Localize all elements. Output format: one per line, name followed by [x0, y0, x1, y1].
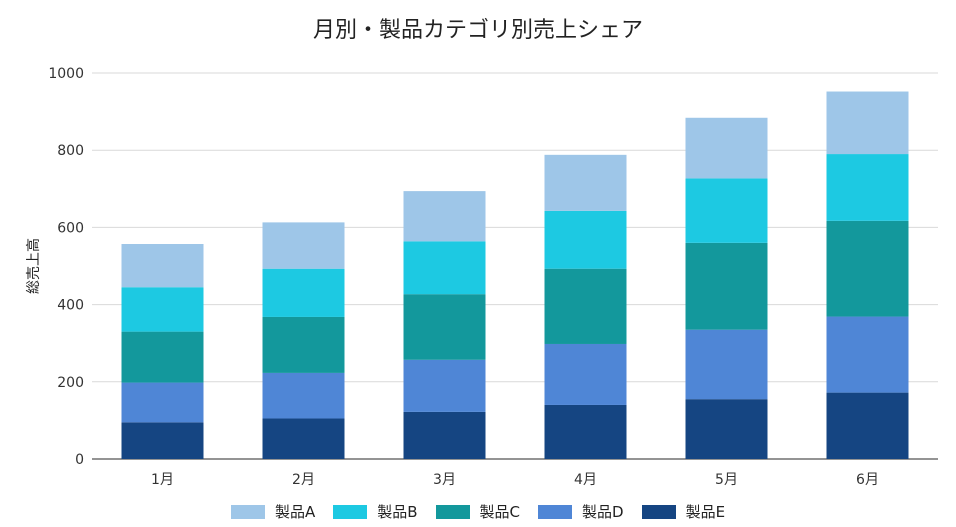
bar-segment-製品E-2月 — [262, 418, 345, 459]
legend-swatch — [538, 504, 572, 519]
y-tick-label: 400 — [57, 298, 84, 314]
bar-segment-製品C-3月 — [403, 294, 486, 360]
legend-label: 製品C — [479, 503, 520, 521]
legend-item: 製品D — [538, 501, 624, 522]
bar-segment-製品A-4月 — [544, 154, 627, 211]
bar-segment-製品D-5月 — [685, 329, 768, 400]
chart-title: 月別・製品カテゴリ別売上シェア — [312, 18, 643, 43]
bar-segment-製品A-3月 — [403, 191, 486, 242]
legend: 製品A 製品B 製品C 製品D 製品E — [0, 501, 956, 522]
legend-swatch — [230, 504, 265, 519]
bar-segment-製品B-1月 — [121, 287, 204, 332]
bar-segment-製品D-3月 — [403, 359, 486, 412]
bar-segment-製品E-3月 — [403, 411, 486, 459]
bar-segment-製品A-2月 — [262, 222, 345, 269]
bar-segment-製品D-4月 — [544, 343, 627, 405]
legend-label: 製品A — [274, 503, 316, 521]
legend-item: 製品E — [641, 501, 726, 522]
bar-segment-製品E-5月 — [685, 399, 768, 459]
bar-segment-製品C-4月 — [544, 268, 627, 344]
bar-segment-製品C-6月 — [826, 220, 909, 317]
x-tick-label: 1月 — [151, 472, 174, 488]
y-axis-label: 総売上高 — [25, 238, 42, 294]
bar-segment-製品D-6月 — [826, 316, 909, 393]
legend-label: 製品D — [582, 503, 624, 521]
legend-swatch — [435, 504, 470, 519]
bar-segment-製品A-5月 — [685, 117, 768, 179]
legend-item: 製品A — [230, 501, 316, 522]
bar-segment-製品B-6月 — [826, 154, 909, 221]
x-tick-label: 3月 — [433, 472, 456, 488]
bar-segment-製品D-1月 — [121, 382, 204, 423]
bar-segment-製品E-6月 — [826, 392, 909, 459]
legend-label: 製品E — [685, 503, 726, 521]
y-tick-label: 800 — [57, 143, 84, 159]
x-tick-label: 2月 — [292, 472, 315, 488]
y-tick-label: 1000 — [48, 66, 84, 82]
x-tick-label: 4月 — [574, 472, 597, 488]
bar-segment-製品B-5月 — [685, 178, 768, 243]
x-tick-label: 6月 — [856, 472, 879, 488]
y-tick-label: 0 — [75, 452, 84, 468]
legend-swatch — [333, 504, 368, 519]
legend-swatch — [641, 504, 676, 519]
bar-segment-製品E-1月 — [121, 422, 204, 459]
bar-segment-製品C-1月 — [121, 331, 204, 383]
legend-item: 製品C — [435, 501, 520, 522]
bar-segment-製品A-1月 — [121, 243, 204, 288]
bar-segment-製品B-2月 — [262, 268, 345, 317]
bar-segment-製品B-4月 — [544, 210, 627, 269]
x-tick-label: 5月 — [715, 472, 738, 488]
bar-segment-製品C-2月 — [262, 316, 345, 373]
y-tick-label: 600 — [57, 220, 84, 236]
bar-segment-製品C-5月 — [685, 242, 768, 330]
y-tick-label: 200 — [57, 375, 84, 391]
legend-item: 製品B — [333, 501, 418, 522]
bar-segment-製品D-2月 — [262, 372, 345, 419]
bar-segment-製品B-3月 — [403, 241, 486, 295]
legend-label: 製品B — [377, 503, 418, 521]
bar-segment-製品E-4月 — [544, 404, 627, 459]
bar-segment-製品A-6月 — [826, 91, 909, 155]
